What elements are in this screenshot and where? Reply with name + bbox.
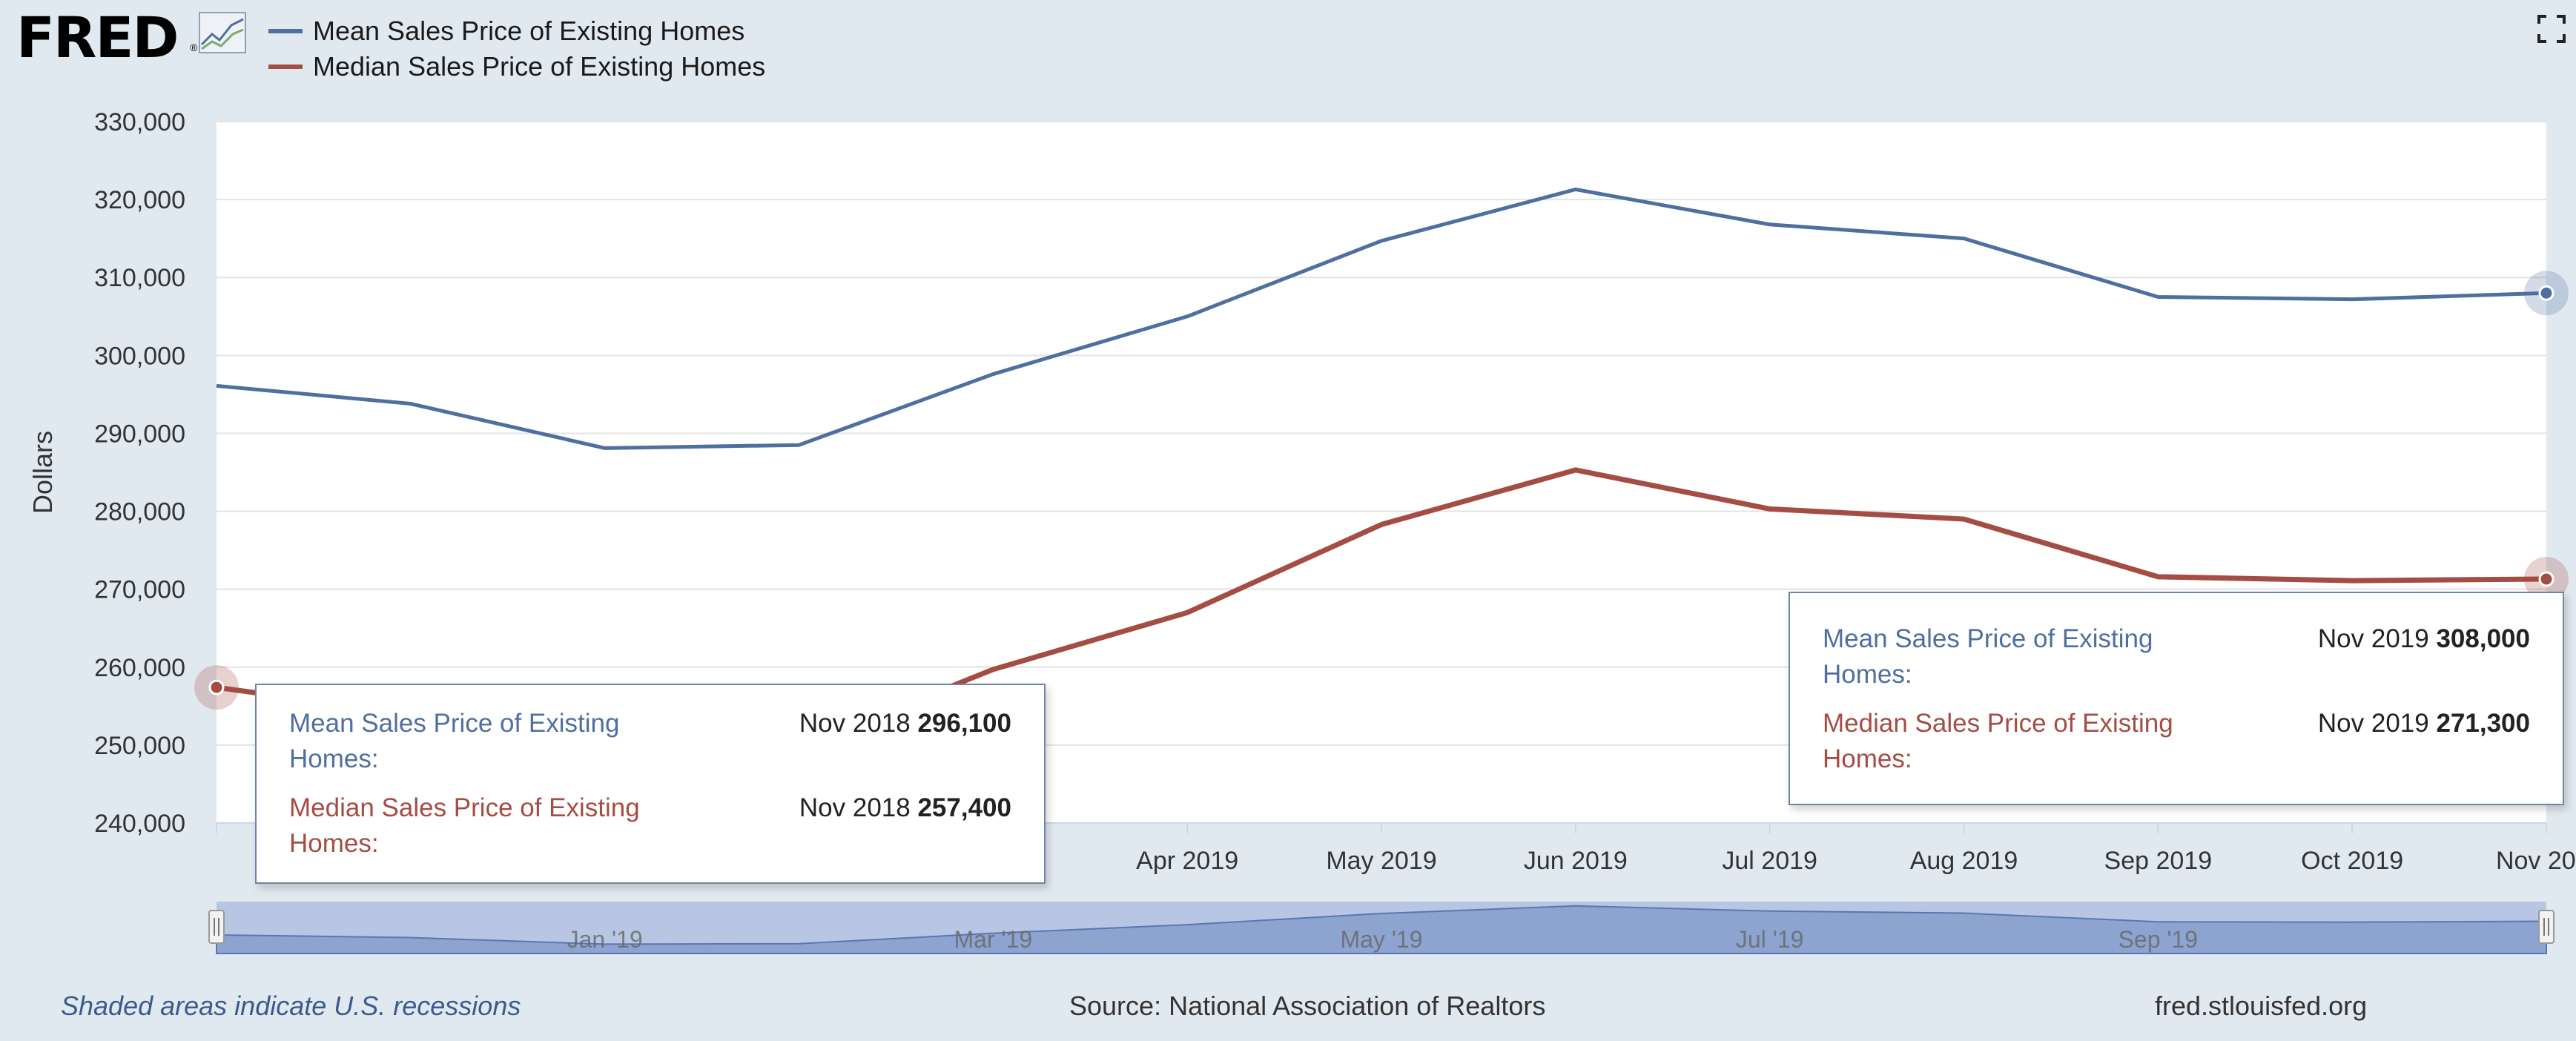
logo-graph-icon: [199, 12, 246, 53]
source-note: Source: National Association of Realtors: [1069, 991, 1546, 1021]
navigator-label: Jul '19: [1736, 926, 1804, 953]
tooltip-nov-2018: Mean Sales Price of Existing Homes: Nov …: [255, 684, 1046, 884]
y-tick-label: 320,000: [94, 186, 185, 214]
tooltip-row-median: Median Sales Price of Existing Homes: No…: [289, 790, 1011, 862]
y-tick-label: 240,000: [94, 810, 185, 838]
fred-logo[interactable]: FRED: [16, 4, 179, 70]
x-tick-label: May 2019: [1326, 847, 1436, 875]
y-axis: 240,000 250,000 260,000 270,000 280,000 290,0…: [94, 108, 185, 838]
navigator-label: May '19: [1340, 926, 1422, 953]
legend-label-mean: Mean Sales Price of Existing Homes: [313, 16, 745, 46]
range-navigator[interactable]: Jan '19 Mar '19 May '19 Jul '19 Sep '19: [208, 902, 2554, 954]
tooltip-row-median: Median Sales Price of Existing Homes: No…: [1823, 706, 2530, 777]
site-link[interactable]: fred.stlouisfed.org: [2155, 991, 2368, 1021]
tooltip-row-mean: Mean Sales Price of Existing Homes: Nov …: [289, 706, 1011, 777]
tooltip-value: Nov 2019 308,000: [2317, 624, 2530, 653]
registered-mark: ®: [190, 42, 198, 53]
x-tick-label: Nov 20...: [2496, 847, 2576, 875]
recession-note: Shaded areas indicate U.S. recessions: [61, 991, 521, 1021]
tooltip-row-mean: Mean Sales Price of Existing Homes: Nov …: [1823, 621, 2530, 693]
navigator-label: Mar '19: [954, 926, 1032, 953]
y-axis-label: Dollars: [27, 431, 58, 514]
y-tick-label: 290,000: [94, 420, 185, 448]
y-tick-label: 250,000: [94, 732, 185, 760]
navigator-label: Sep '19: [2118, 926, 2199, 953]
y-tick-label: 270,000: [94, 576, 185, 604]
x-tick-label: Aug 2019: [1910, 847, 2018, 875]
tooltip-series-name: Mean Sales Price of Existing Homes:: [289, 709, 620, 773]
tooltip-series-name: Mean Sales Price of Existing Homes:: [1823, 624, 2153, 689]
y-tick-label: 310,000: [94, 264, 185, 292]
data-point-marker: [208, 679, 225, 695]
fullscreen-icon[interactable]: [2537, 15, 2566, 43]
legend-item-median[interactable]: Median Sales Price of Existing Homes: [268, 49, 765, 85]
data-point-marker: [2538, 285, 2554, 301]
x-tick-label: Jul 2019: [1722, 847, 1817, 875]
tooltip-series-name: Median Sales Price of Existing Homes:: [289, 793, 640, 858]
tooltip-value: Nov 2019 271,300: [2317, 709, 2530, 738]
legend-swatch-median: [268, 65, 303, 69]
y-tick-label: 300,000: [94, 342, 185, 370]
x-tick-label: Oct 2019: [2301, 847, 2403, 875]
chart-legend: Mean Sales Price of Existing Homes Media…: [268, 13, 765, 85]
navigator-handle-right[interactable]: [2538, 910, 2554, 944]
series-line-mean: [216, 187, 2547, 450]
tooltip-value: Nov 2018 257,400: [799, 793, 1011, 822]
x-tick-label: Jun 2019: [1524, 847, 1628, 875]
x-tick-label: Apr 2019: [1136, 847, 1238, 875]
navigator-series-area: [216, 905, 2547, 954]
tooltip-series-name: Median Sales Price of Existing Homes:: [1823, 709, 2173, 773]
legend-label-median: Median Sales Price of Existing Homes: [313, 51, 766, 82]
data-point-marker: [2538, 571, 2554, 587]
navigator-handle-left[interactable]: [208, 910, 225, 944]
legend-swatch-mean: [268, 29, 303, 33]
y-tick-label: 330,000: [94, 108, 185, 136]
legend-item-mean[interactable]: Mean Sales Price of Existing Homes: [268, 13, 765, 49]
tooltip-value: Nov 2018 296,100: [799, 709, 1011, 738]
tooltip-nov-2019: Mean Sales Price of Existing Homes: Nov …: [1789, 592, 2564, 805]
y-tick-label: 260,000: [94, 654, 185, 682]
navigator-label: Jan '19: [567, 926, 643, 953]
x-tick-label: Sep 2019: [2104, 847, 2213, 875]
y-tick-label: 280,000: [94, 498, 185, 526]
